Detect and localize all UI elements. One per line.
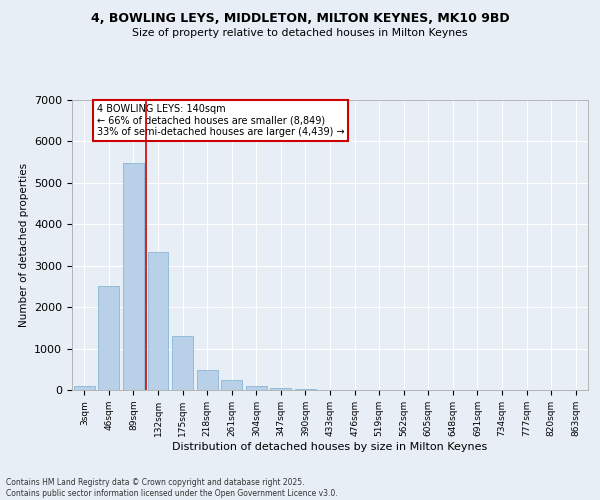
Text: Size of property relative to detached houses in Milton Keynes: Size of property relative to detached ho… [132,28,468,38]
Bar [271,388,292,390]
Text: 4, BOWLING LEYS, MIDDLETON, MILTON KEYNES, MK10 9BD: 4, BOWLING LEYS, MIDDLETON, MILTON KEYNE… [91,12,509,26]
Bar [123,163,144,390]
X-axis label: Distribution of detached houses by size in Milton Keynes: Distribution of detached houses by size … [172,442,488,452]
Bar [98,286,119,390]
Text: 4 BOWLING LEYS: 140sqm
← 66% of detached houses are smaller (8,849)
33% of semi-: 4 BOWLING LEYS: 140sqm ← 66% of detached… [97,104,344,138]
Bar [197,370,218,390]
Bar [148,252,169,390]
Bar [74,386,95,390]
Text: Contains HM Land Registry data © Crown copyright and database right 2025.
Contai: Contains HM Land Registry data © Crown c… [6,478,338,498]
Bar [295,388,316,390]
Y-axis label: Number of detached properties: Number of detached properties [19,163,29,327]
Bar [246,386,267,390]
Bar [172,336,193,390]
Bar [221,380,242,390]
